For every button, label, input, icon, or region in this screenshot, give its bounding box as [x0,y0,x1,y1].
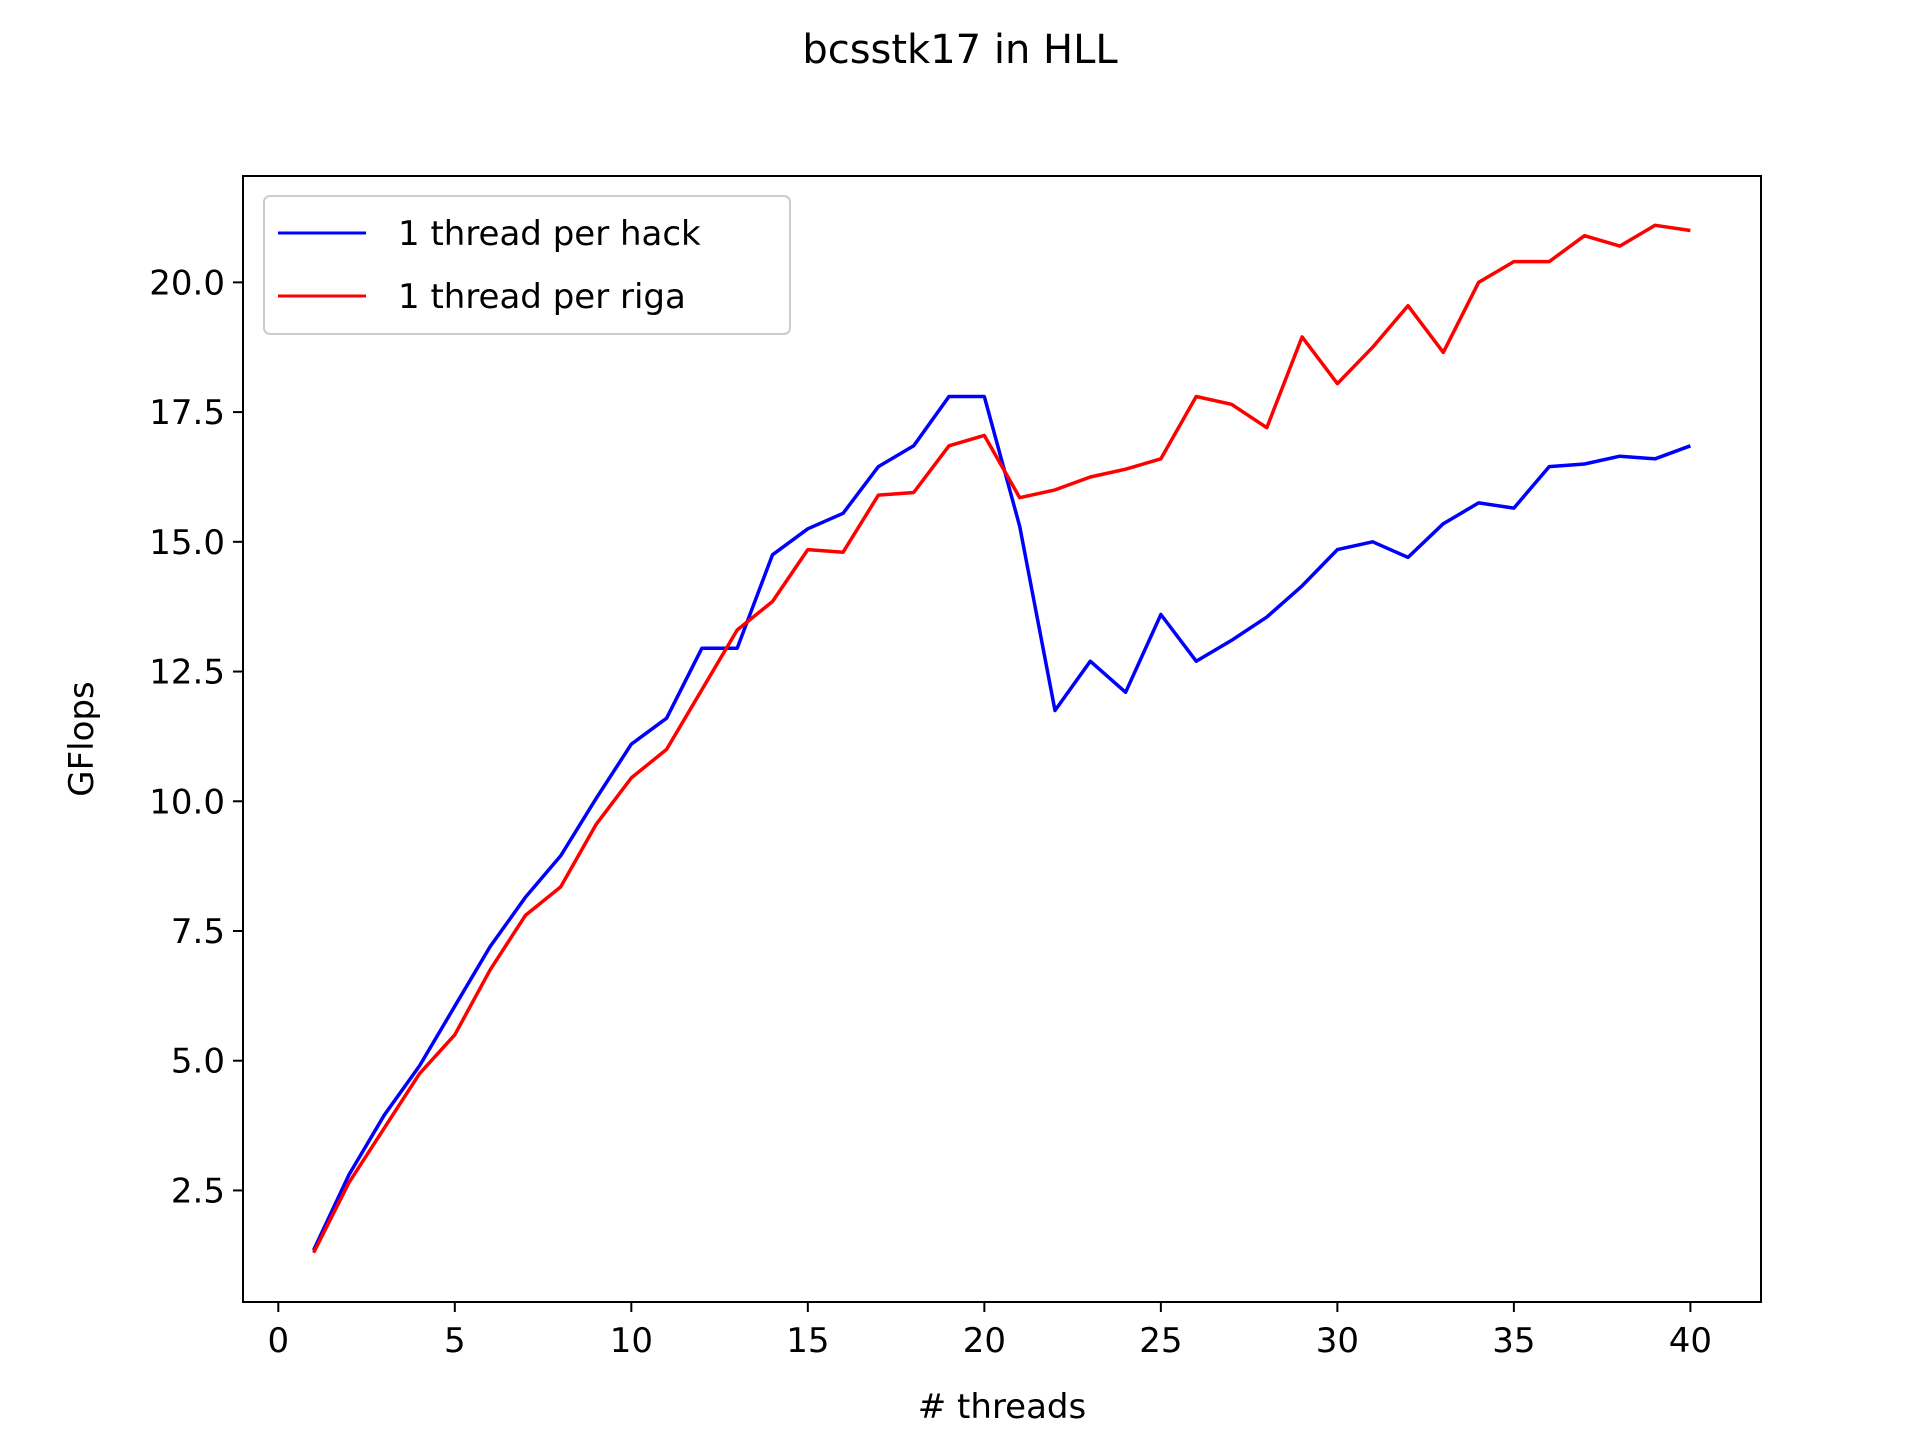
x-tick-label: 25 [1139,1321,1182,1361]
x-axis-label: # threads [918,1387,1086,1427]
x-tick-label: 5 [444,1321,466,1361]
y-tick-label: 5.0 [171,1042,225,1082]
x-tick-label: 35 [1492,1321,1535,1361]
legend: 1 thread per hack 1 thread per riga [263,195,791,335]
series-line-1 [312,394,1692,1251]
y-tick-label: 10.0 [149,782,225,822]
y-tick-label: 15.0 [149,523,225,563]
legend-label-series-1: 1 thread per hack [398,214,701,254]
y-tick-label: 17.5 [149,393,225,433]
y-tick-label: 2.5 [171,1171,225,1211]
y-tick-label: 12.5 [149,653,225,693]
plot-area [242,175,1762,1303]
x-tick-label: 10 [610,1321,653,1361]
x-tick-label: 15 [786,1321,829,1361]
chart-title: bcsstk17 in HLL [802,27,1118,73]
y-tick-label: 7.5 [171,912,225,952]
legend-label-series-2: 1 thread per riga [398,277,686,317]
y-axis: 2.5 5.0 7.5 10.0 12.5 15.0 17.5 20.0 [149,263,243,1211]
legend-box [263,195,791,335]
series-line-2 [312,223,1691,1254]
y-axis-label: GFlops [62,681,102,796]
x-tick-label: 40 [1669,1321,1712,1361]
series-layer [312,223,1692,1254]
plot-frame [242,175,1762,1303]
x-axis: 0 5 10 15 20 25 30 35 40 [267,1302,1712,1361]
x-tick-label: 0 [267,1321,289,1361]
y-tick-label: 20.0 [149,263,225,303]
x-tick-label: 30 [1316,1321,1359,1361]
x-tick-label: 20 [963,1321,1006,1361]
